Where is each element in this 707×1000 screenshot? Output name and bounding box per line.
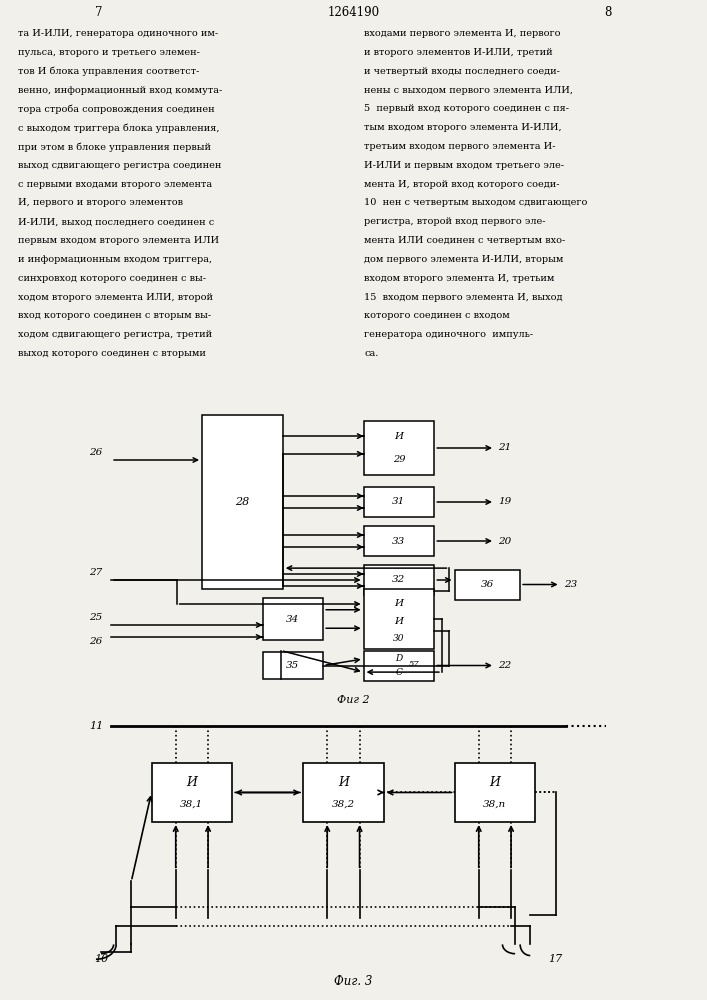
Text: с первыми входами второго элемента: с первыми входами второго элемента — [18, 180, 212, 189]
Text: 34: 34 — [286, 614, 300, 624]
Text: И: И — [395, 432, 404, 441]
Text: нены с выходом первого элемента ИЛИ,: нены с выходом первого элемента ИЛИ, — [364, 86, 573, 95]
Text: та И-ИЛИ, генератора одиночного им-: та И-ИЛИ, генератора одиночного им- — [18, 29, 218, 38]
Bar — [202, 415, 283, 589]
Text: синхровход которого соединен с вы-: синхровход которого соединен с вы- — [18, 274, 206, 283]
Text: тора строба сопровождения соединен: тора строба сопровождения соединен — [18, 104, 214, 114]
Text: И-ИЛИ, выход последнего соединен с: И-ИЛИ, выход последнего соединен с — [18, 217, 214, 226]
Text: пульса, второго и третьего элемен-: пульса, второго и третьего элемен- — [18, 48, 199, 57]
Text: венно, информационный вход коммута-: венно, информационный вход коммута- — [18, 86, 222, 95]
Bar — [455, 570, 520, 599]
Text: и информационным входом триггера,: и информационным входом триггера, — [18, 255, 212, 264]
Text: мента И, второй вход которого соеди-: мента И, второй вход которого соеди- — [364, 180, 560, 189]
Text: И: И — [187, 776, 197, 789]
Text: входом второго элемента И, третьим: входом второго элемента И, третьим — [364, 274, 554, 283]
Text: третьим входом первого элемента И-: третьим входом первого элемента И- — [364, 142, 556, 151]
Text: тым входом второго элемента И-ИЛИ,: тым входом второго элемента И-ИЛИ, — [364, 123, 562, 132]
Text: И: И — [338, 776, 349, 789]
Bar — [363, 565, 434, 595]
Text: 30: 30 — [393, 634, 404, 643]
Text: 11: 11 — [89, 721, 103, 731]
Text: выход которого соединен с вторыми: выход которого соединен с вторыми — [18, 349, 206, 358]
Bar — [455, 763, 535, 822]
Text: 28: 28 — [235, 497, 250, 507]
Text: входами первого элемента И, первого: входами первого элемента И, первого — [364, 29, 561, 38]
Text: D: D — [395, 654, 402, 663]
Text: при этом в блоке управления первый: при этом в блоке управления первый — [18, 142, 211, 152]
Text: 36: 36 — [481, 580, 494, 589]
Text: 27: 27 — [89, 568, 103, 577]
Text: 38,1: 38,1 — [180, 800, 204, 809]
Bar — [363, 526, 434, 556]
Text: Фиг. 3: Фиг. 3 — [334, 975, 373, 988]
Text: мента ИЛИ соединен с четвертым вхо-: мента ИЛИ соединен с четвертым вхо- — [364, 236, 566, 245]
Text: первым входом второго элемента ИЛИ: первым входом второго элемента ИЛИ — [18, 236, 218, 245]
Text: И: И — [395, 599, 404, 608]
Text: И: И — [395, 617, 404, 626]
Text: 31: 31 — [392, 497, 406, 506]
Text: 21: 21 — [498, 444, 512, 452]
Bar — [262, 652, 323, 679]
Text: генератора одиночного  импуль-: генератора одиночного импуль- — [364, 330, 533, 339]
Text: 7: 7 — [95, 6, 103, 19]
Text: 8: 8 — [604, 6, 612, 19]
Text: са.: са. — [364, 349, 378, 358]
Text: ходом сдвигающего регистра, третий: ходом сдвигающего регистра, третий — [18, 330, 212, 339]
Text: 38,п: 38,п — [484, 800, 506, 809]
Text: 38,2: 38,2 — [332, 800, 355, 809]
Text: 26: 26 — [89, 637, 103, 646]
Text: 33: 33 — [392, 536, 406, 546]
Text: C: C — [395, 668, 402, 677]
Text: 20: 20 — [498, 536, 512, 546]
Text: ходом второго элемента ИЛИ, второй: ходом второго элемента ИЛИ, второй — [18, 293, 213, 302]
Bar — [151, 763, 233, 822]
Text: 35: 35 — [286, 661, 300, 670]
Text: и четвертый входы последнего соеди-: и четвертый входы последнего соеди- — [364, 67, 560, 76]
Text: 1264190: 1264190 — [327, 6, 380, 19]
Text: И, первого и второго элементов: И, первого и второго элементов — [18, 198, 182, 207]
Text: 17: 17 — [549, 954, 563, 964]
Text: И-ИЛИ и первым входом третьего эле-: И-ИЛИ и первым входом третьего эле- — [364, 161, 564, 170]
Bar — [363, 589, 434, 649]
Text: 5  первый вход которого соединен с пя-: 5 первый вход которого соединен с пя- — [364, 104, 569, 113]
Text: тов И блока управления соответст-: тов И блока управления соответст- — [18, 67, 199, 76]
Text: 57: 57 — [409, 660, 419, 668]
Text: регистра, второй вход первого эле-: регистра, второй вход первого эле- — [364, 217, 546, 226]
Text: 23: 23 — [564, 580, 578, 589]
Text: 10: 10 — [94, 954, 108, 964]
Bar — [262, 598, 323, 640]
Text: 25: 25 — [89, 613, 103, 622]
Bar — [363, 650, 434, 680]
Text: Фиг 2: Фиг 2 — [337, 695, 370, 705]
Text: 19: 19 — [498, 497, 512, 506]
Text: выход сдвигающего регистра соединен: выход сдвигающего регистра соединен — [18, 161, 221, 170]
Text: И: И — [489, 776, 501, 789]
Bar — [363, 487, 434, 517]
Text: которого соединен с входом: которого соединен с входом — [364, 311, 510, 320]
Text: 29: 29 — [392, 455, 405, 464]
Text: и второго элементов И-ИЛИ, третий: и второго элементов И-ИЛИ, третий — [364, 48, 553, 57]
Text: с выходом триггера блока управления,: с выходом триггера блока управления, — [18, 123, 219, 133]
Text: 26: 26 — [89, 448, 103, 457]
Text: вход которого соединен с вторым вы-: вход которого соединен с вторым вы- — [18, 311, 211, 320]
Text: 15  входом первого элемента И, выход: 15 входом первого элемента И, выход — [364, 293, 563, 302]
Text: дом первого элемента И-ИЛИ, вторым: дом первого элемента И-ИЛИ, вторым — [364, 255, 563, 264]
Bar — [363, 421, 434, 475]
Text: 10  нен с четвертым выходом сдвигающего: 10 нен с четвертым выходом сдвигающего — [364, 198, 588, 207]
Text: 32: 32 — [392, 576, 406, 584]
Text: 22: 22 — [498, 661, 512, 670]
Bar — [303, 763, 384, 822]
